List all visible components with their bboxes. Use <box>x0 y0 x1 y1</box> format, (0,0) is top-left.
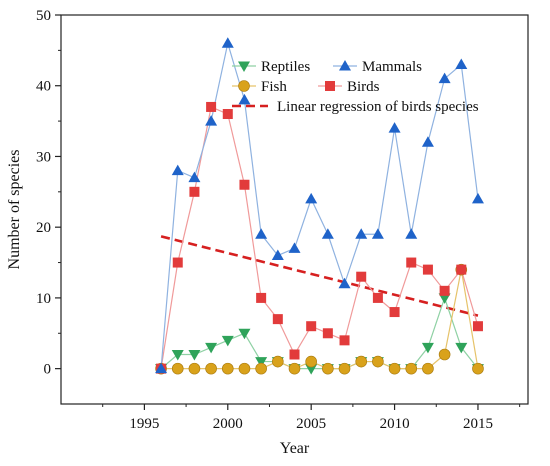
mammals-point <box>371 228 384 239</box>
birds-point <box>322 328 333 339</box>
birds-point <box>356 271 367 282</box>
reptiles-point <box>255 357 268 368</box>
birds-point <box>422 264 433 275</box>
birds-point <box>172 257 183 268</box>
birds-point <box>406 257 417 268</box>
x-tick-label: 2005 <box>296 416 326 432</box>
legend-birds-marker <box>325 81 335 91</box>
fish-point <box>188 362 201 375</box>
x-tick-label: 2010 <box>380 416 410 432</box>
fish-point <box>305 355 317 368</box>
mammals-point <box>171 164 184 176</box>
mammals-point <box>421 136 434 147</box>
birds-point <box>256 292 267 303</box>
fish-point <box>205 362 217 375</box>
y-tick-label: 0 <box>44 362 52 378</box>
birds-point <box>272 314 283 325</box>
x-axis-title: Year <box>280 440 310 457</box>
fish-point <box>255 362 267 375</box>
fish-point <box>221 362 234 375</box>
legend-regression-label: Linear regression of birds species <box>277 99 479 115</box>
birds-point <box>239 179 250 190</box>
birds-point <box>222 109 233 120</box>
birds-point <box>372 292 383 303</box>
x-tick-label: 2000 <box>213 416 243 432</box>
fish-point <box>322 362 334 375</box>
fish-point <box>438 348 451 361</box>
y-tick-label: 30 <box>36 149 51 165</box>
legend-fish-marker <box>238 80 250 92</box>
birds-point <box>339 335 350 346</box>
mammals-point <box>305 192 318 204</box>
mammals-point <box>388 122 401 133</box>
series-markers <box>155 37 484 375</box>
fish-point <box>238 362 251 375</box>
mammals-point <box>238 93 251 105</box>
mammals-point <box>405 228 418 239</box>
y-tick-label: 10 <box>36 291 51 307</box>
fish-point <box>372 355 384 368</box>
y-tick-label: 50 <box>36 8 51 24</box>
mammals-point <box>155 362 168 374</box>
x-tick-label: 1995 <box>129 416 159 432</box>
fish-point <box>272 355 284 368</box>
mammals-point <box>271 249 284 260</box>
mammals-point <box>221 37 234 48</box>
mammals-point <box>471 192 484 204</box>
reptiles-point <box>171 349 184 361</box>
reptiles-point <box>205 342 218 354</box>
fish-point <box>355 355 368 368</box>
mammals-point <box>188 171 201 183</box>
birds-point <box>389 307 400 318</box>
legend-mammals-label: Mammals <box>362 59 422 75</box>
birds-point <box>306 321 317 332</box>
reptiles-point <box>421 342 434 354</box>
birds-point <box>206 101 217 112</box>
mammals-point <box>338 277 351 289</box>
birds-point <box>289 349 300 360</box>
mammals-point <box>288 242 301 253</box>
legend-reptiles-marker <box>238 61 250 72</box>
mammals-point <box>255 228 268 239</box>
birds-point <box>439 285 450 296</box>
y-tick-label: 40 <box>36 79 51 95</box>
birds-point <box>456 264 467 275</box>
fish-point <box>171 362 184 375</box>
y-tick-label: 20 <box>36 220 51 236</box>
reptiles-point <box>438 293 451 304</box>
fish-point <box>338 362 351 375</box>
fish-point <box>422 362 434 375</box>
legend-reptiles-label: Reptiles <box>261 59 310 75</box>
reptiles-point <box>221 335 234 347</box>
reptiles-point <box>188 349 201 361</box>
mammals-point <box>321 228 334 239</box>
y-axis-title: Number of species <box>6 150 23 270</box>
x-tick-label: 2015 <box>463 416 493 432</box>
legend: Reptiles Mammals Fish Birds Linear regressio… <box>232 59 479 115</box>
fish-point <box>472 362 484 375</box>
fish-point <box>405 362 418 375</box>
mammals-point <box>205 115 218 126</box>
birds-point <box>189 186 200 197</box>
legend-fish-label: Fish <box>261 79 287 95</box>
fish-point <box>288 362 301 375</box>
reptiles-point <box>455 342 468 354</box>
reptiles-point <box>238 328 251 340</box>
axis-ticks: 1995 2000 2005 2010 2015 0 10 20 30 40 50 <box>36 8 521 432</box>
legend-mammals-marker <box>339 60 351 71</box>
birds-regression-line <box>160 235 479 317</box>
mammals-point <box>438 72 451 84</box>
fish-point <box>388 362 401 375</box>
mammals-point <box>355 228 368 239</box>
plot-area <box>60 14 529 405</box>
birds-point <box>472 321 483 332</box>
legend-birds-label: Birds <box>347 79 380 95</box>
mammals-point <box>455 58 468 70</box>
regression-line-group <box>160 235 479 317</box>
reptiles-point <box>305 364 318 375</box>
